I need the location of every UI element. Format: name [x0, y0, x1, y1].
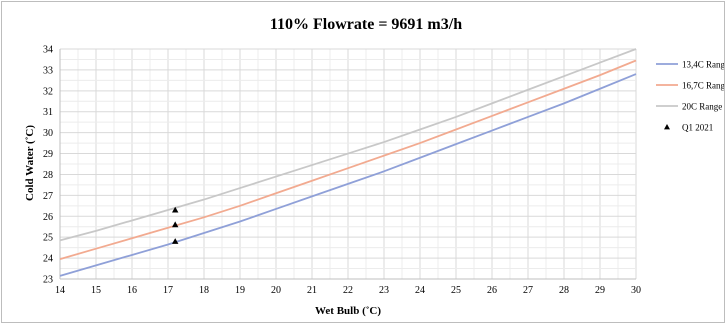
x-tick-label: 25 — [451, 285, 461, 296]
x-tick-label: 21 — [307, 285, 317, 296]
scatter-point — [172, 238, 179, 244]
y-tick-label: 25 — [43, 233, 53, 244]
y-tick-label: 30 — [43, 128, 53, 139]
y-tick-label: 32 — [43, 86, 53, 97]
x-tick-label: 17 — [163, 285, 173, 296]
x-tick-label: 30 — [631, 285, 641, 296]
legend-swatch-scatter — [664, 124, 670, 130]
y-tick-label: 28 — [43, 170, 53, 181]
series-line-3 — [59, 48, 637, 242]
x-tick-label: 14 — [55, 285, 65, 296]
legend-label-2: 16,7C Range — [682, 81, 724, 91]
chart-svg: 110% Flowrate = 9691 m3/h 14 15 16 17 18 19 20… — [24, 16, 728, 317]
x-tick-label: 22 — [343, 285, 353, 296]
x-axis-label: Wet Bulb (˚C) — [315, 305, 381, 317]
series-line-2 — [59, 59, 637, 261]
x-tick-label: 19 — [235, 285, 245, 296]
x-tick-label: 24 — [415, 285, 425, 296]
scatter-point — [172, 221, 179, 228]
grid — [59, 48, 637, 280]
x-tick-label: 23 — [379, 285, 389, 296]
y-axis-label: Cold Water (˚C) — [24, 125, 36, 201]
legend: 13,4C Range 16,7C Range 20C Range Q1 2021 — [656, 60, 728, 133]
x-tick-label: 16 — [127, 285, 137, 296]
y-tick-label: 29 — [43, 149, 53, 160]
legend-label-1: 13,4C Range — [682, 60, 724, 70]
x-tick-label: 29 — [595, 285, 605, 296]
y-tick-label: 24 — [43, 254, 53, 265]
x-tick-label: 28 — [559, 285, 569, 296]
x-tick-label: 20 — [271, 285, 281, 296]
x-tick-label: 15 — [91, 285, 101, 296]
x-tick-label: 27 — [523, 285, 533, 296]
y-tick-label: 27 — [43, 191, 53, 202]
y-tick-label: 26 — [43, 212, 53, 223]
y-tick-label: 34 — [43, 45, 53, 56]
y-tick-label: 31 — [43, 107, 53, 118]
x-tick-label: 18 — [199, 285, 209, 296]
plot-area: 14 15 16 17 18 19 20 21 22 23 24 25 26 27 28 29 30 23 24 25… — [43, 45, 641, 297]
scatter-point — [172, 206, 179, 213]
x-tick-label: 26 — [487, 285, 497, 296]
legend-label-3: 20C Range — [682, 102, 722, 112]
y-tick-label: 23 — [43, 275, 53, 286]
series-line-1 — [59, 73, 637, 277]
chart-title: 110% Flowrate = 9691 m3/h — [270, 16, 462, 33]
y-tick-label: 33 — [43, 65, 53, 76]
legend-label-scatter: Q1 2021 — [682, 123, 713, 133]
